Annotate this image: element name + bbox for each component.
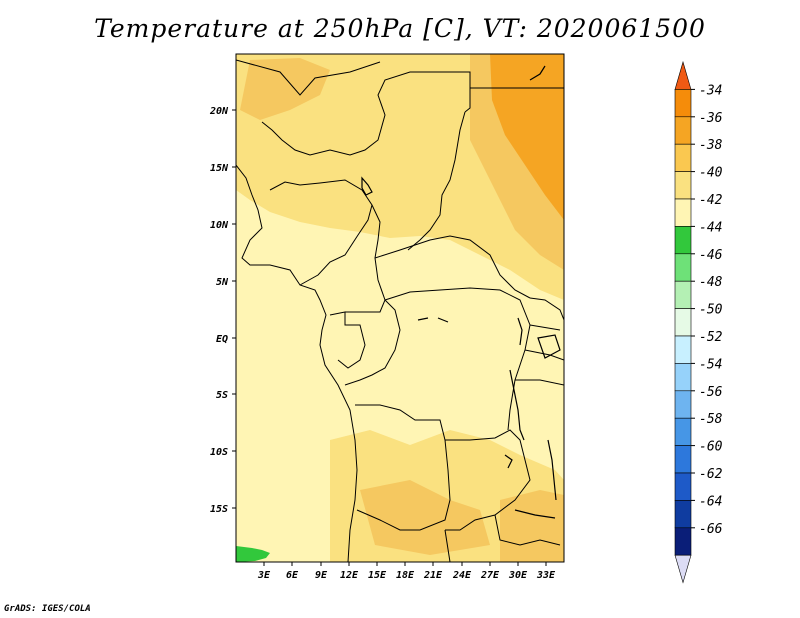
- border-cameroon: [345, 204, 386, 313]
- lake-mweru: [504, 454, 513, 469]
- colorbar-segment: [674, 226, 692, 255]
- lat-label: EQ: [216, 334, 228, 345]
- border-drc-north: [384, 287, 531, 431]
- lat-label: 10N: [210, 220, 229, 231]
- lat-label: 20N: [209, 106, 229, 117]
- colorbar-segment: [674, 253, 692, 282]
- lake-malawi: [547, 439, 557, 501]
- border-congo: [344, 299, 401, 386]
- colorbar-segment: [674, 335, 692, 364]
- border-mali-niger: [236, 59, 381, 96]
- border-car: [374, 235, 531, 299]
- colorbar-segment: [674, 280, 692, 309]
- border-angola: [355, 404, 451, 531]
- colorbar-segment: [674, 171, 692, 200]
- lake-albert: [517, 317, 523, 346]
- colorbar-segment: [674, 445, 692, 474]
- lon-label: 30E: [508, 570, 528, 581]
- colorbar-segment: [674, 198, 692, 227]
- colorbar-segment: [674, 308, 692, 337]
- colorbar-label: -50: [699, 303, 723, 318]
- map-frame: [235, 53, 565, 563]
- colorbar-segment: [674, 527, 692, 556]
- lon-label: 15E: [368, 570, 387, 581]
- field-south-patch: [360, 480, 490, 555]
- country-borders: [236, 59, 564, 562]
- lakes: [361, 65, 561, 519]
- colorbar-label: -52: [699, 330, 723, 345]
- colorbar-segment: [674, 116, 692, 145]
- lon-label: 18E: [396, 570, 415, 581]
- lake-victoria: [537, 334, 561, 359]
- lon-label: 12E: [340, 570, 359, 581]
- lake-chad: [361, 176, 373, 196]
- colorbar-top-triangle: [674, 60, 692, 90]
- colorbar-label: -42: [699, 193, 723, 208]
- colorbar: -34 -36 -38 -40 -42 -44 -46 -48 -50 -52 -54 -56 -58 -…: [674, 60, 723, 584]
- colorbar-label: -46: [699, 248, 723, 263]
- field-southeast-warm: [500, 490, 564, 562]
- lat-label: 15N: [210, 163, 229, 174]
- river-congo: [417, 317, 449, 323]
- colorbar-label: -60: [699, 440, 723, 455]
- lat-label: 5S: [216, 390, 228, 401]
- colorbar-label: -48: [699, 275, 723, 290]
- lat-label: 15S: [210, 504, 228, 515]
- border-gabon: [329, 311, 366, 369]
- chart-title: Temperature at 250hPa [C], VT: 202006150…: [94, 14, 706, 43]
- latitude-labels: 20N 15N 10N 5N EQ 5S 10S 15S: [209, 106, 229, 515]
- field-southwest-green: [236, 546, 270, 562]
- longitude-axis: [263, 562, 547, 566]
- latitude-axis: [232, 109, 236, 509]
- nile-reach: [529, 65, 546, 81]
- colorbar-segment: [674, 89, 692, 118]
- lon-label: 33E: [536, 570, 556, 581]
- border-south: [444, 514, 561, 562]
- colorbar-segment: [674, 472, 692, 501]
- colorbar-label: -58: [699, 412, 723, 427]
- border-east-africa: [515, 297, 564, 386]
- colorbar-label: -66: [699, 522, 723, 537]
- temperature-field: [236, 54, 564, 562]
- colorbar-label: -56: [699, 385, 723, 400]
- lon-label: 21E: [423, 570, 443, 581]
- lon-label: 9E: [315, 570, 328, 581]
- colorbar-segment: [674, 417, 692, 446]
- colorbar-segment: [674, 363, 692, 392]
- border-zambia: [445, 429, 531, 531]
- border-chad-sudan: [407, 111, 466, 251]
- lon-label: 6E: [286, 570, 299, 581]
- longitude-labels: 3E 6E 9E 12E 15E 18E 21E 24E 27E 30E 33E: [257, 570, 556, 581]
- lon-label: 27E: [480, 570, 500, 581]
- colorbar-label: -40: [699, 166, 723, 181]
- lat-label: 5N: [216, 277, 229, 288]
- colorbar-label: -64: [699, 494, 722, 509]
- lon-label: 24E: [452, 570, 472, 581]
- lake-tanganyika: [509, 369, 525, 441]
- coastline-west-africa: [236, 164, 358, 562]
- colorbar-label: -36: [699, 111, 723, 126]
- colorbar-label: -44: [699, 220, 722, 235]
- colorbar-bottom-triangle: [674, 554, 692, 584]
- colorbar-label: -62: [699, 467, 723, 482]
- field-northeast-hot: [490, 54, 564, 220]
- colorbar-segment: [674, 390, 692, 419]
- field-north-patch: [240, 58, 330, 120]
- colorbar-segment: [674, 500, 692, 529]
- colorbar-label: -54: [699, 357, 722, 372]
- colorbar-label: -34: [699, 83, 722, 98]
- grads-credit: GrADS: IGES/COLA: [4, 604, 91, 614]
- lat-label: 10S: [210, 447, 228, 458]
- border-sahel: [261, 71, 471, 156]
- colorbar-label: -38: [699, 138, 723, 153]
- lake-bangweulu: [514, 509, 556, 519]
- colorbar-segment: [674, 143, 692, 172]
- lon-label: 3E: [257, 570, 271, 581]
